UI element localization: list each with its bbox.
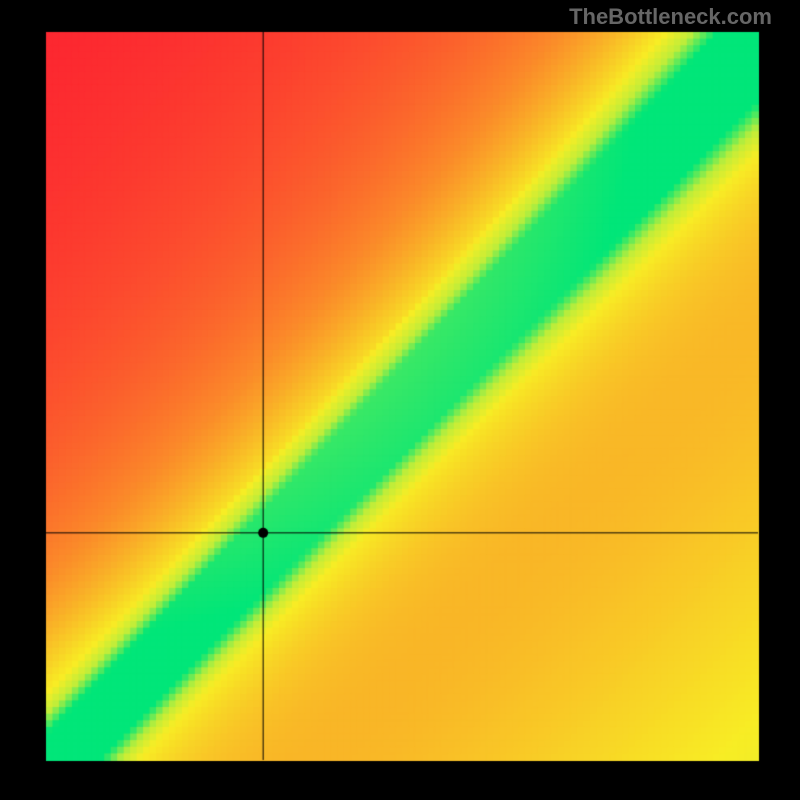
- bottleneck-heatmap: [0, 0, 800, 800]
- chart-container: TheBottleneck.com: [0, 0, 800, 800]
- watermark-text: TheBottleneck.com: [569, 4, 772, 30]
